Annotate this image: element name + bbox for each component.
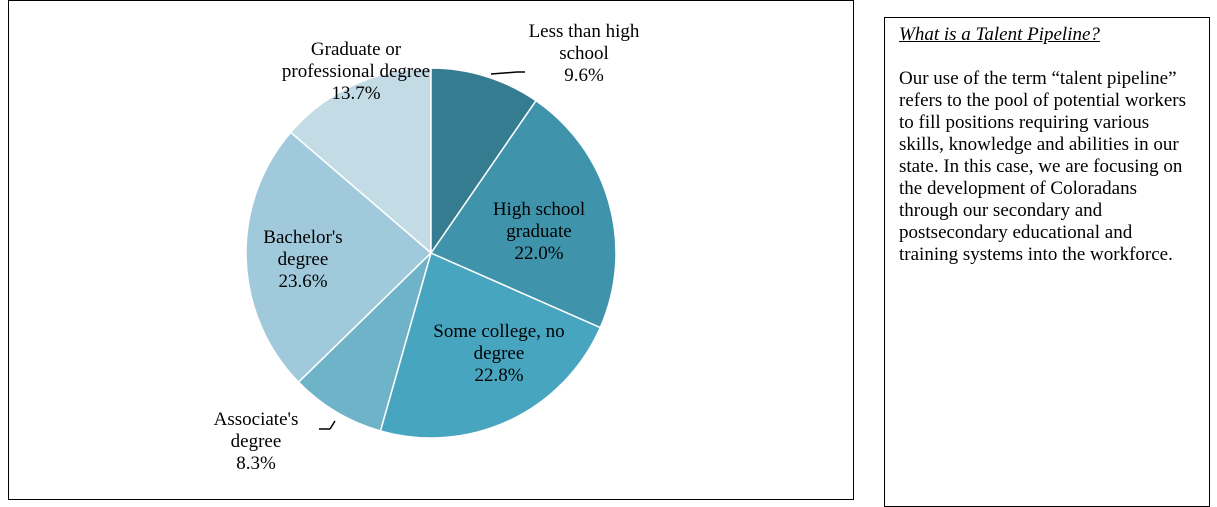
sidebar-text: Our use of the term “talent pipeline” re… bbox=[899, 68, 1187, 265]
pie-slice bbox=[430, 67, 537, 256]
slice-label: Some college, no degree 22.8% bbox=[409, 321, 589, 387]
slice-label: High school graduate 22.0% bbox=[459, 199, 619, 265]
leader-line bbox=[490, 71, 518, 75]
category-label: Bachelor's degree bbox=[263, 227, 343, 270]
slice-label: Graduate or professional degree 13.7% bbox=[281, 39, 431, 105]
category-label: Some college, no degree bbox=[433, 321, 565, 364]
pie-slice bbox=[429, 99, 617, 329]
sidebar: What is a Talent Pipeline? Our use of th… bbox=[884, 17, 1210, 507]
category-label: Graduate or professional degree bbox=[281, 39, 431, 82]
leader-line bbox=[329, 420, 336, 430]
category-label: Associate's degree bbox=[213, 409, 299, 452]
page: Less than high school 9.6% High school gra… bbox=[8, 0, 1210, 507]
slice-label: Associate's degree 8.3% bbox=[186, 409, 326, 475]
category-label: High school graduate bbox=[492, 199, 586, 242]
pie-slice bbox=[289, 67, 432, 255]
pie-chart bbox=[245, 67, 617, 439]
value-label: 8.3% bbox=[236, 453, 276, 474]
slice-label: Bachelor's degree 23.6% bbox=[243, 227, 363, 293]
pie-slice bbox=[297, 250, 433, 432]
pie-slice bbox=[379, 251, 602, 439]
slice-label: Less than high school 9.6% bbox=[504, 21, 664, 87]
value-label: 13.7% bbox=[331, 83, 381, 104]
value-label: 22.8% bbox=[474, 365, 524, 386]
sidebar-title: What is a Talent Pipeline? bbox=[899, 24, 1100, 45]
value-label: 23.6% bbox=[278, 271, 328, 292]
category-label: Less than high school bbox=[528, 21, 640, 64]
pie-slice bbox=[245, 131, 433, 384]
value-label: 9.6% bbox=[564, 65, 604, 86]
chart: Less than high school 9.6% High school gra… bbox=[8, 0, 854, 500]
value-label: 22.0% bbox=[514, 243, 564, 264]
